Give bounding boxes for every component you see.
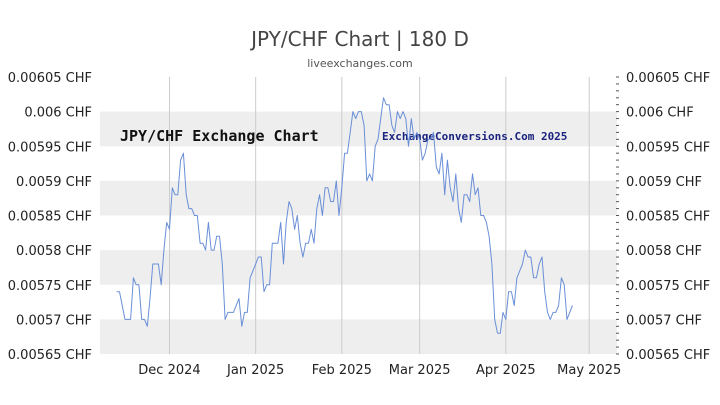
plot-band [100,111,617,147]
y-tick-label-left: 0.00585 CHF [8,210,92,225]
x-tick-label: Jan 2025 [226,363,284,378]
chart-subtitle: liveexchanges.com [307,57,412,70]
y-tick-label-right: 0.00585 CHF [626,210,710,225]
y-axis-right: 0.00605 CHF 0.006 CHF 0.00595 CHF 0.0059 CH… [616,71,710,363]
plot-background-bands [100,111,617,354]
plot-band [100,319,617,354]
plot-band [100,180,617,216]
y-tick-label-left: 0.00565 CHF [8,348,92,363]
plot-gridlines [168,77,590,354]
y-tick-label-right: 0.00575 CHF [626,279,710,294]
y-tick-label-right: 0.0057 CHF [626,313,702,328]
x-axis: Dec 2024 Jan 2025 Feb 2025 Mar 2025 Apr 2025… [138,363,621,378]
series-line [116,97,573,334]
y-tick-label-left: 0.0057 CHF [16,313,92,328]
x-tick-label: Feb 2025 [312,363,372,378]
series-group [116,97,573,334]
y-tick-label-left: 0.00595 CHF [8,140,92,155]
watermark-left: JPY/CHF Exchange Chart [120,127,319,145]
y-tick-label-left: 0.00605 CHF [8,71,92,86]
x-tick-label: Dec 2024 [138,363,200,378]
chart-title: JPY/CHF Chart | 180 D [249,27,469,51]
y-tick-label-right: 0.006 CHF [626,106,694,121]
x-tick-label: May 2025 [557,363,621,378]
y-tick-label-left: 0.00575 CHF [8,279,92,294]
y-axis-left: 0.00605 CHF 0.006 CHF 0.00595 CHF 0.0059 CH… [8,71,92,363]
x-tick-label: Apr 2025 [476,363,536,378]
y-tick-label-right: 0.00565 CHF [626,348,710,363]
y-tick-label-left: 0.0058 CHF [16,244,92,259]
y-tick-label-right: 0.00605 CHF [626,71,710,86]
y-tick-label-left: 0.0059 CHF [16,175,92,190]
y-tick-label-right: 0.0058 CHF [626,244,702,259]
x-tick-label: Mar 2025 [389,363,451,378]
y-tick-label-right: 0.0059 CHF [626,175,702,190]
y-tick-label-right: 0.00595 CHF [626,140,710,155]
y-tick-label-left: 0.006 CHF [24,106,92,121]
plot-band [100,250,617,285]
